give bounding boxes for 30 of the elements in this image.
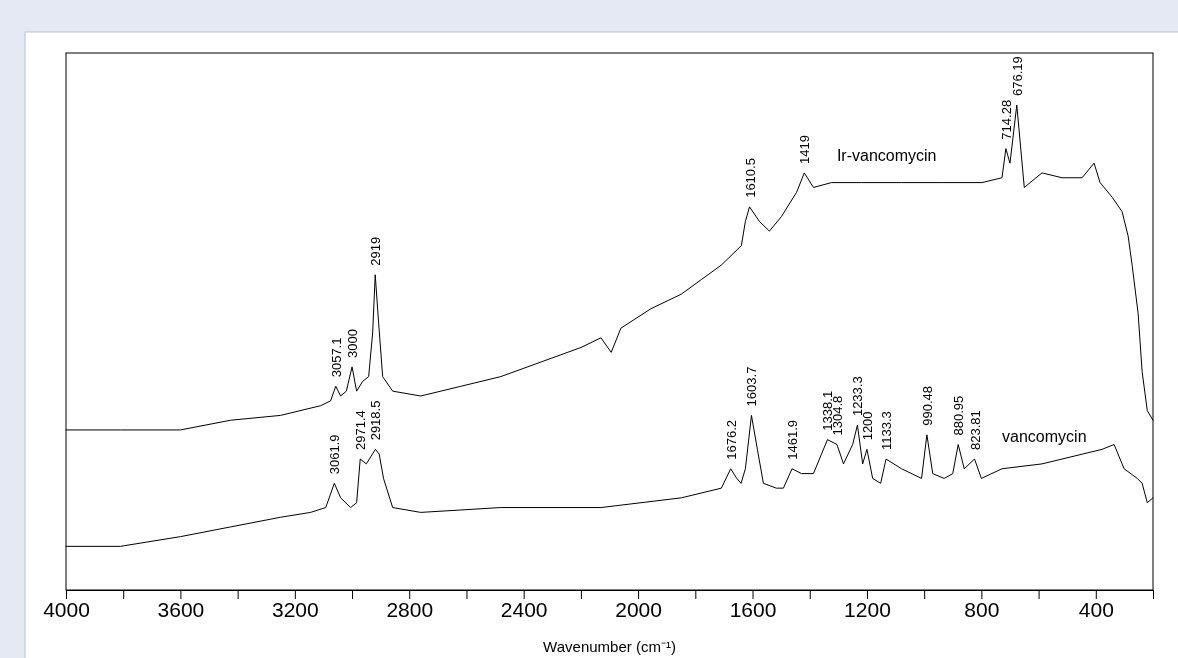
x-tick-label: 3600: [157, 597, 205, 621]
x-tick-label: 400: [1078, 597, 1114, 621]
annotation: 3061.9: [327, 434, 343, 475]
x-tick-label: 2800: [386, 597, 434, 621]
annotation: 2918.5: [368, 400, 384, 441]
annotation: 1603.7: [744, 366, 760, 407]
x-tick-label: 800: [964, 597, 1000, 621]
annotation: 1610.5: [742, 158, 758, 198]
annotation: 1676.2: [723, 419, 739, 460]
annotation: 3000: [345, 328, 361, 358]
annotation: 2971.4: [353, 410, 369, 451]
annotation: 1133.3: [879, 411, 895, 451]
annotation: 1461.9: [785, 419, 801, 460]
annotation: 3057.1: [328, 337, 344, 378]
x-tick-label: 2000: [615, 597, 662, 621]
x-tick-label: 1600: [729, 597, 777, 621]
x-tick-label: 4000: [43, 597, 90, 621]
annotation: 1419: [797, 134, 813, 164]
x-tick-label: 2400: [500, 597, 548, 621]
series-label: vancomycin: [1002, 427, 1087, 445]
annotation: 2919: [368, 236, 384, 266]
annotation: 880.95: [951, 395, 967, 436]
x-tick-label: 1200: [844, 597, 891, 621]
annotation: 990.48: [919, 386, 935, 426]
annotation: 676.19: [1009, 56, 1025, 96]
series-label: Ir-vancomycin: [836, 146, 937, 164]
annotation: 714.28: [998, 99, 1014, 140]
annotation: 823.81: [967, 410, 983, 451]
x-tick-label: 3200: [271, 597, 319, 621]
x-axis-title: Wavenumber (cm⁻¹): [543, 638, 676, 655]
